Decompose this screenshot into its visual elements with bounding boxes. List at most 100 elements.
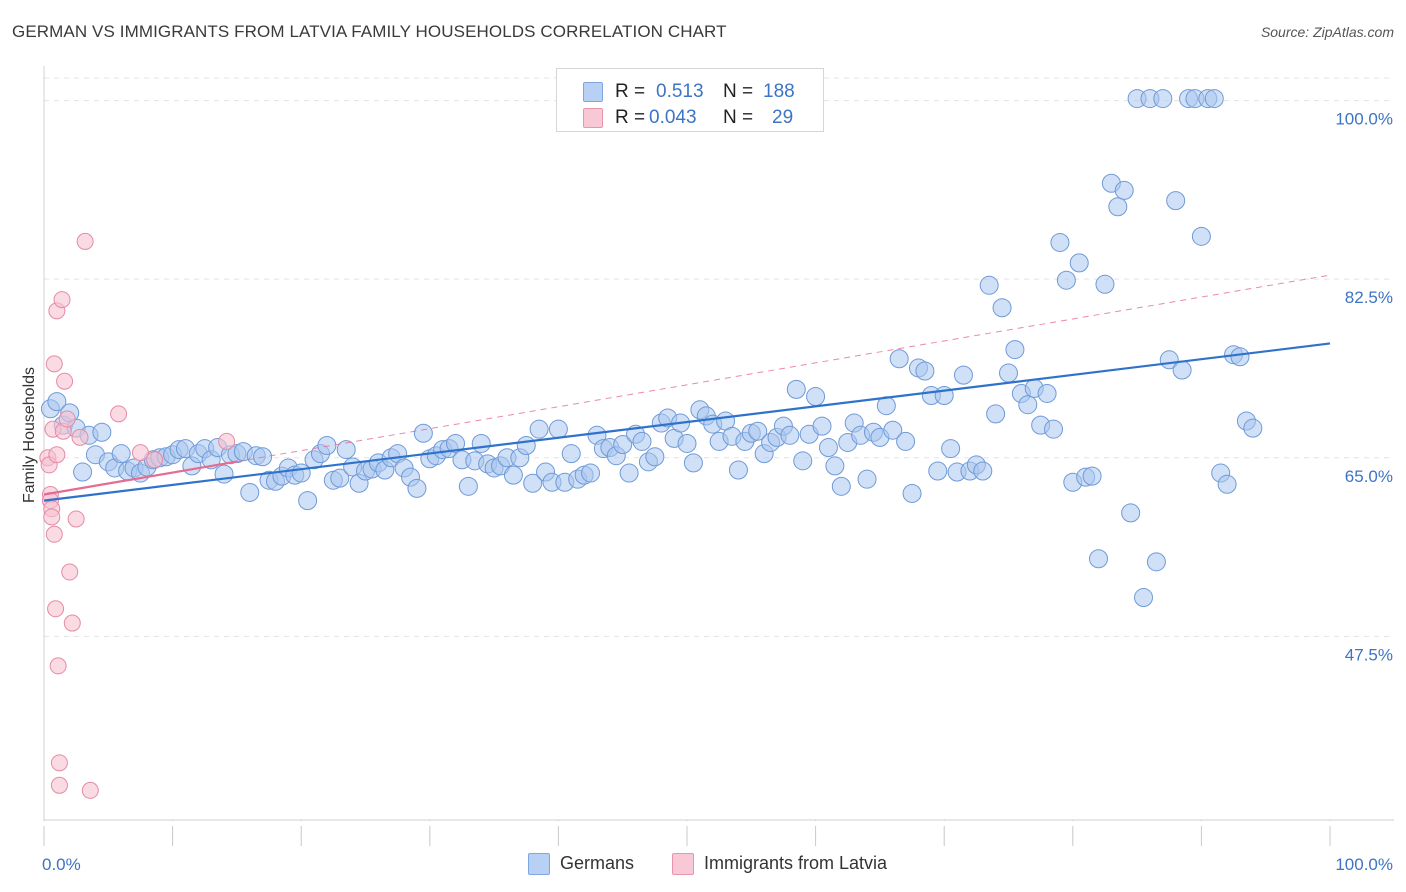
latvia-point [61,563,79,581]
label-layer: 47.5% 65.0% 82.5% 100.0% 0.0% 100.0% Family Ho… [21,110,1393,874]
bottom-legend-germans-label: Germans [560,853,635,873]
german-point [1217,474,1237,494]
german-point [728,460,748,480]
latvia-point [48,446,66,464]
german-point [1172,360,1192,380]
german-point [503,465,523,485]
german-point [523,473,543,493]
german-point [317,436,337,456]
latvia-point [146,451,164,469]
german-point [240,482,260,502]
german-point [1056,270,1076,290]
german-point [1005,340,1025,360]
latvia-point [81,781,99,799]
latvia-point [131,444,149,462]
german-point [786,379,806,399]
german-point [1114,180,1134,200]
german-point [291,463,311,483]
source-label: Source: ZipAtlas.com [1260,24,1394,40]
german-point [111,444,131,464]
german-point [999,363,1018,383]
german-point [632,431,652,451]
german-point [1050,232,1070,252]
x-tick-label: 0.0% [42,855,81,874]
german-point [1082,466,1102,486]
german-point [413,423,433,443]
legend-row-germans: R = 0.513 N = 188 [557,79,823,105]
german-point [1121,503,1141,523]
german-point [1069,253,1089,273]
points-layer [39,89,1263,799]
legend-swatch-latvia [583,108,603,128]
latvia-point [43,508,61,526]
german-trend-line [43,342,1331,502]
german-point [683,453,703,473]
bottom-legend-latvia-label: Immigrants from Latvia [704,853,888,873]
german-point [1146,552,1166,572]
german-point [561,444,581,464]
legend-swatch-germans [583,82,603,102]
latvia-point [47,600,65,618]
german-point [812,416,832,436]
legend-r-value: 0.513 [656,81,704,102]
german-point [748,421,768,441]
german-point [941,439,961,459]
german-point [896,431,916,451]
german-point [619,463,639,483]
german-point [818,438,838,458]
latvia-point [63,614,81,632]
german-point [979,275,999,295]
german-point [1018,395,1038,415]
latvia-point [67,510,85,528]
legend-row-latvia: R = 0.043 N = 29 [557,105,823,131]
german-point [613,434,633,454]
legend-r-label: R = [615,107,646,128]
german-point [1134,588,1154,608]
bottom-swatch-latvia [672,853,694,875]
latvia-point [76,232,94,250]
latvia-point [45,525,63,543]
german-point [1108,197,1128,217]
latvia-point [58,410,76,428]
legend-n-label: N = [723,107,754,128]
legend-r-label: R = [615,81,646,102]
axis-layer [43,66,1394,846]
german-point [889,349,909,369]
german-point [645,447,665,467]
legend-n-value: 188 [763,81,795,102]
german-point [1166,191,1186,211]
german-point [330,468,350,488]
german-point [780,425,800,445]
german-point [825,456,845,476]
latvia-point [50,754,68,772]
german-point [516,436,536,456]
german-point [883,420,903,440]
y-tick-label: 82.5% [1345,288,1393,307]
german-point [793,451,813,471]
german-point [548,419,568,439]
latvia-point [53,291,71,309]
trend-layer [43,274,1331,502]
german-point [407,478,427,498]
german-point [1204,89,1224,109]
latvia-point [218,432,236,450]
latvia-point [56,372,74,390]
latvia-point [49,657,67,675]
german-point [529,419,549,439]
latvia-point [50,776,68,794]
german-point [928,461,948,481]
german-point [1230,347,1250,367]
legend-n-label: N = [723,81,754,102]
german-point [831,476,851,496]
y-tick-label: 65.0% [1345,467,1393,486]
german-point [973,461,993,481]
german-point [915,361,935,381]
german-point [1037,383,1057,403]
latvia-point [45,355,63,373]
y-tick-label: 47.5% [1345,645,1393,664]
german-point [1095,274,1115,294]
german-point [458,476,478,496]
german-point [47,392,67,412]
german-point [1089,549,1109,569]
